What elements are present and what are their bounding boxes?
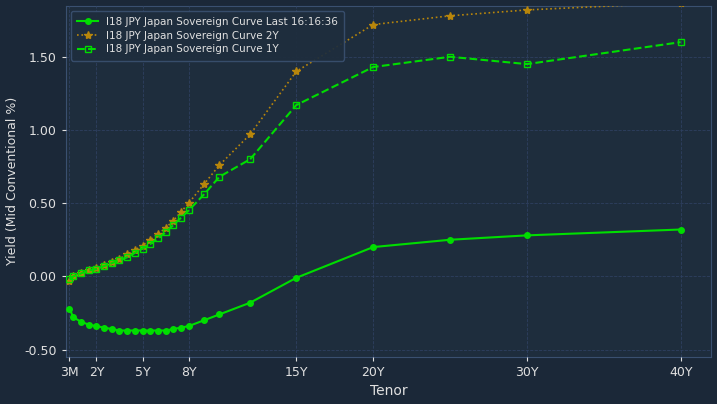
I18 JPY Japan Sovereign Curve Last 16:16:36: [115, 328, 124, 333]
I18 JPY Japan Sovereign Curve Last 16:16:36: [161, 328, 170, 333]
Y-axis label: Yield (Mid Conventional %): Yield (Mid Conventional %): [6, 97, 19, 265]
I18 JPY Japan Sovereign Curve 2Y: [176, 210, 185, 215]
I18 JPY Japan Sovereign Curve Last 16:16:36: [130, 328, 139, 333]
I18 JPY Japan Sovereign Curve 2Y: [123, 252, 131, 257]
I18 JPY Japan Sovereign Curve Last 16:16:36: [65, 306, 74, 311]
I18 JPY Japan Sovereign Curve Last 16:16:36: [92, 324, 100, 328]
I18 JPY Japan Sovereign Curve Last 16:16:36: [85, 322, 93, 327]
I18 JPY Japan Sovereign Curve 1Y: [92, 267, 100, 271]
I18 JPY Japan Sovereign Curve 1Y: [77, 271, 85, 276]
I18 JPY Japan Sovereign Curve 2Y: [92, 265, 100, 270]
I18 JPY Japan Sovereign Curve 1Y: [85, 268, 93, 273]
I18 JPY Japan Sovereign Curve 2Y: [676, 0, 685, 5]
I18 JPY Japan Sovereign Curve 2Y: [130, 248, 139, 252]
I18 JPY Japan Sovereign Curve 2Y: [65, 278, 74, 283]
I18 JPY Japan Sovereign Curve 1Y: [108, 261, 116, 265]
I18 JPY Japan Sovereign Curve Last 16:16:36: [523, 233, 531, 238]
I18 JPY Japan Sovereign Curve 2Y: [292, 69, 300, 74]
I18 JPY Japan Sovereign Curve 2Y: [138, 243, 147, 248]
I18 JPY Japan Sovereign Curve 1Y: [200, 192, 209, 197]
Legend: I18 JPY Japan Sovereign Curve Last 16:16:36, I18 JPY Japan Sovereign Curve 2Y, I: I18 JPY Japan Sovereign Curve Last 16:16…: [71, 11, 344, 61]
I18 JPY Japan Sovereign Curve 1Y: [123, 255, 131, 260]
I18 JPY Japan Sovereign Curve 1Y: [146, 242, 154, 246]
I18 JPY Japan Sovereign Curve 2Y: [246, 132, 255, 137]
I18 JPY Japan Sovereign Curve 1Y: [369, 65, 377, 69]
I18 JPY Japan Sovereign Curve 1Y: [161, 230, 170, 235]
I18 JPY Japan Sovereign Curve 1Y: [130, 250, 139, 255]
I18 JPY Japan Sovereign Curve 2Y: [85, 268, 93, 273]
I18 JPY Japan Sovereign Curve 2Y: [369, 22, 377, 27]
I18 JPY Japan Sovereign Curve 1Y: [292, 103, 300, 107]
Line: I18 JPY Japan Sovereign Curve 1Y: I18 JPY Japan Sovereign Curve 1Y: [67, 39, 683, 282]
I18 JPY Japan Sovereign Curve 2Y: [215, 163, 224, 168]
I18 JPY Japan Sovereign Curve 1Y: [215, 175, 224, 179]
I18 JPY Japan Sovereign Curve Last 16:16:36: [446, 237, 455, 242]
I18 JPY Japan Sovereign Curve 2Y: [100, 262, 108, 267]
X-axis label: Tenor: Tenor: [370, 385, 407, 398]
I18 JPY Japan Sovereign Curve Last 16:16:36: [292, 276, 300, 280]
I18 JPY Japan Sovereign Curve 2Y: [446, 13, 455, 18]
I18 JPY Japan Sovereign Curve Last 16:16:36: [100, 325, 108, 330]
I18 JPY Japan Sovereign Curve 2Y: [161, 225, 170, 230]
I18 JPY Japan Sovereign Curve 1Y: [523, 62, 531, 67]
I18 JPY Japan Sovereign Curve 2Y: [69, 274, 77, 279]
I18 JPY Japan Sovereign Curve 2Y: [146, 237, 154, 242]
I18 JPY Japan Sovereign Curve Last 16:16:36: [146, 328, 154, 333]
I18 JPY Japan Sovereign Curve Last 16:16:36: [200, 318, 209, 323]
I18 JPY Japan Sovereign Curve 2Y: [108, 259, 116, 264]
I18 JPY Japan Sovereign Curve Last 16:16:36: [153, 328, 162, 333]
I18 JPY Japan Sovereign Curve 2Y: [200, 182, 209, 187]
I18 JPY Japan Sovereign Curve Last 16:16:36: [77, 319, 85, 324]
I18 JPY Japan Sovereign Curve 1Y: [115, 258, 124, 263]
I18 JPY Japan Sovereign Curve Last 16:16:36: [176, 325, 185, 330]
I18 JPY Japan Sovereign Curve Last 16:16:36: [246, 300, 255, 305]
I18 JPY Japan Sovereign Curve 2Y: [169, 218, 178, 223]
I18 JPY Japan Sovereign Curve Last 16:16:36: [69, 315, 77, 320]
I18 JPY Japan Sovereign Curve 2Y: [523, 8, 531, 13]
I18 JPY Japan Sovereign Curve 1Y: [446, 55, 455, 59]
I18 JPY Japan Sovereign Curve 1Y: [169, 223, 178, 227]
I18 JPY Japan Sovereign Curve 1Y: [246, 157, 255, 162]
I18 JPY Japan Sovereign Curve 2Y: [77, 271, 85, 276]
I18 JPY Japan Sovereign Curve Last 16:16:36: [215, 312, 224, 317]
I18 JPY Japan Sovereign Curve 1Y: [65, 277, 74, 282]
I18 JPY Japan Sovereign Curve Last 16:16:36: [108, 326, 116, 331]
I18 JPY Japan Sovereign Curve Last 16:16:36: [676, 227, 685, 232]
I18 JPY Japan Sovereign Curve Last 16:16:36: [369, 245, 377, 250]
I18 JPY Japan Sovereign Curve 1Y: [184, 208, 193, 213]
I18 JPY Japan Sovereign Curve 1Y: [100, 264, 108, 269]
I18 JPY Japan Sovereign Curve Last 16:16:36: [184, 324, 193, 328]
I18 JPY Japan Sovereign Curve 2Y: [115, 257, 124, 261]
I18 JPY Japan Sovereign Curve 2Y: [184, 201, 193, 206]
I18 JPY Japan Sovereign Curve Last 16:16:36: [138, 328, 147, 333]
I18 JPY Japan Sovereign Curve 1Y: [153, 236, 162, 241]
I18 JPY Japan Sovereign Curve 1Y: [176, 215, 185, 220]
I18 JPY Japan Sovereign Curve Last 16:16:36: [123, 328, 131, 333]
I18 JPY Japan Sovereign Curve Last 16:16:36: [169, 326, 178, 331]
Line: I18 JPY Japan Sovereign Curve Last 16:16:36: I18 JPY Japan Sovereign Curve Last 16:16…: [67, 227, 683, 333]
I18 JPY Japan Sovereign Curve 1Y: [69, 274, 77, 279]
I18 JPY Japan Sovereign Curve 1Y: [676, 40, 685, 44]
I18 JPY Japan Sovereign Curve 2Y: [153, 231, 162, 236]
Line: I18 JPY Japan Sovereign Curve 2Y: I18 JPY Japan Sovereign Curve 2Y: [65, 0, 685, 285]
I18 JPY Japan Sovereign Curve 1Y: [138, 246, 147, 251]
